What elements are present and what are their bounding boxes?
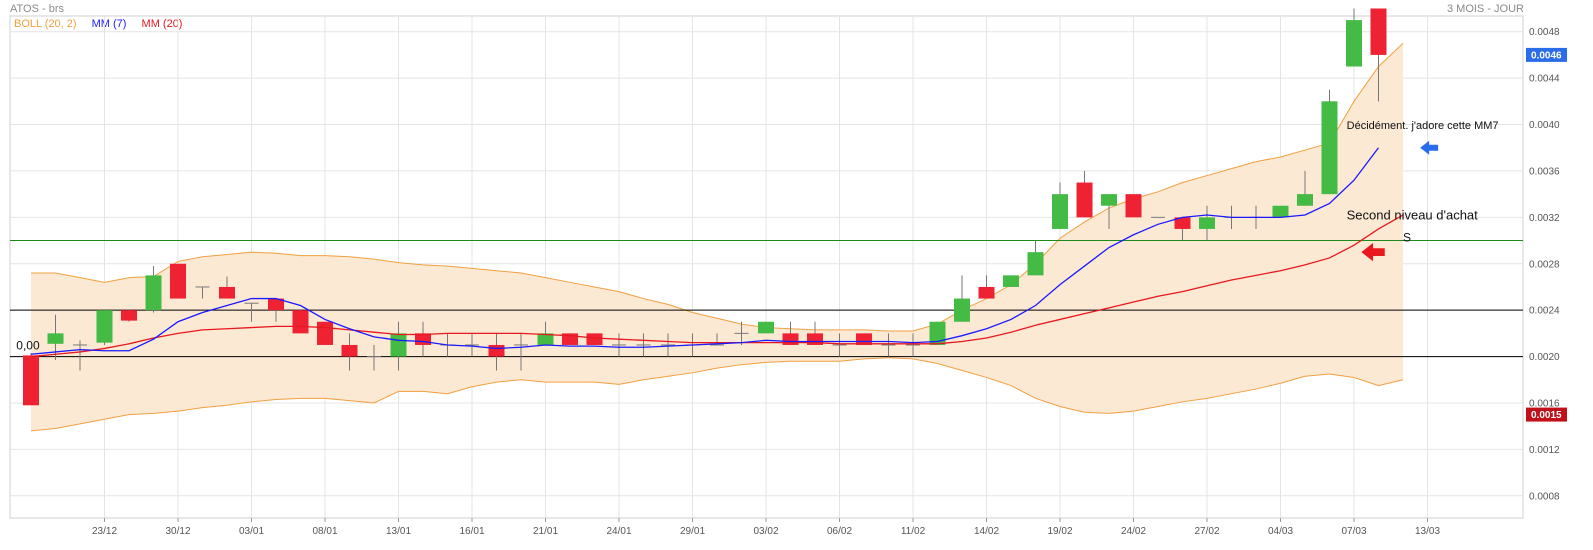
candle-body [121, 310, 137, 321]
candle-body [1346, 20, 1362, 67]
chart-annotation: Décidément. j'adore cette MM7 [1347, 120, 1499, 132]
x-tick-label: 06/02 [827, 526, 852, 537]
candle-body [954, 298, 970, 322]
candle-body [1370, 8, 1387, 55]
candle-body [856, 333, 872, 345]
price-badge [1526, 47, 1567, 62]
candle-body [268, 298, 284, 311]
candle-body [145, 275, 162, 311]
y-tick-label: 0.0028 [1529, 259, 1560, 270]
y-tick-label: 0.0016 [1529, 398, 1560, 409]
price-badge-text: 0.0015 [1531, 410, 1562, 421]
candle-body [488, 344, 505, 357]
candle-body [537, 333, 554, 345]
candle-body [292, 310, 309, 334]
x-tick-label: 16/01 [459, 526, 484, 537]
x-tick-label: 14/02 [974, 526, 999, 537]
bollinger-upper-line [31, 42, 1404, 332]
y-tick-label: 0.0048 [1529, 27, 1560, 38]
x-tick-label: 29/01 [680, 526, 705, 537]
blue-arrow [1420, 140, 1439, 155]
price-badge-text: 0.0046 [1531, 50, 1562, 61]
x-tick-label: 08/01 [312, 526, 337, 537]
x-tick-label: 03/01 [239, 526, 264, 537]
candle-body [415, 333, 431, 345]
candle-body [1272, 205, 1289, 218]
y-tick-label: 0.0044 [1529, 74, 1560, 85]
chart-annotation: Second niveau d'achat [1347, 208, 1479, 223]
x-tick-label: 30/12 [165, 526, 190, 537]
candle-body [47, 333, 64, 344]
bollinger-lower-line [30, 357, 1404, 432]
candle-body [1297, 194, 1313, 206]
candle-body [758, 321, 774, 334]
candle-body [1174, 217, 1191, 229]
x-tick-label: 13/03 [1415, 526, 1440, 537]
chart-annotation: 0,00 [16, 339, 40, 353]
candle-body [929, 321, 946, 345]
x-tick-label: 03/02 [753, 526, 778, 537]
candle-body [23, 355, 39, 406]
legend-boll: BOLL (20, 2) [14, 18, 77, 30]
candle-body [782, 333, 799, 345]
candle-body [978, 286, 995, 299]
price-badge [1526, 407, 1567, 422]
legend-mm7: MM (7) [91, 18, 127, 30]
candle-body [1199, 217, 1215, 229]
candle-body [562, 333, 578, 345]
chart-symbol-title: ATOS - brs [10, 3, 64, 15]
y-tick-label: 0.0008 [1529, 491, 1560, 502]
candle-body [1052, 194, 1068, 229]
chart-annotation: S [1403, 231, 1411, 245]
y-tick-label: 0.0040 [1529, 120, 1560, 131]
candle-body [1076, 182, 1093, 218]
x-tick-label: 13/01 [386, 526, 411, 537]
x-tick-label: 24/02 [1121, 526, 1146, 537]
legend-mm20: MM (20) [141, 18, 183, 30]
y-tick-label: 0.0036 [1529, 166, 1560, 177]
x-tick-label: 23/12 [92, 526, 117, 537]
x-tick-label: 07/03 [1341, 526, 1366, 537]
candle-body [170, 263, 186, 299]
candle-body [807, 333, 823, 345]
mm20-line [30, 214, 1404, 358]
candle-body [317, 321, 333, 345]
candle-body [1125, 194, 1142, 218]
x-tick-label: 04/03 [1268, 526, 1293, 537]
red-arrow [1361, 243, 1385, 262]
candle-body [586, 333, 603, 345]
candle-body [1101, 194, 1117, 206]
x-tick-label: 24/01 [606, 526, 631, 537]
x-tick-label: 19/02 [1047, 526, 1072, 537]
chart-period-label: 3 MOIS - JOUR [1446, 3, 1524, 15]
x-tick-label: 21/01 [533, 526, 558, 537]
x-tick-label: 11/02 [901, 526, 926, 537]
y-tick-label: 0.0032 [1529, 213, 1560, 224]
mm7-line [30, 147, 1380, 355]
candle-body [390, 333, 407, 357]
candle-body [219, 286, 235, 299]
candle-body [1321, 101, 1338, 195]
candle-body [341, 344, 358, 357]
y-tick-label: 0.0012 [1529, 445, 1560, 456]
bollinger-band-area [31, 43, 1403, 431]
candle-body [1027, 252, 1044, 276]
y-tick-label: 0.0020 [1529, 352, 1560, 363]
x-tick-label: 27/02 [1194, 526, 1219, 537]
candle-body [96, 310, 113, 343]
candle-body [1003, 275, 1019, 287]
indicator-legend: BOLL (20, 2) MM (7) MM (20) [14, 18, 194, 30]
y-tick-label: 0.0024 [1529, 306, 1560, 317]
